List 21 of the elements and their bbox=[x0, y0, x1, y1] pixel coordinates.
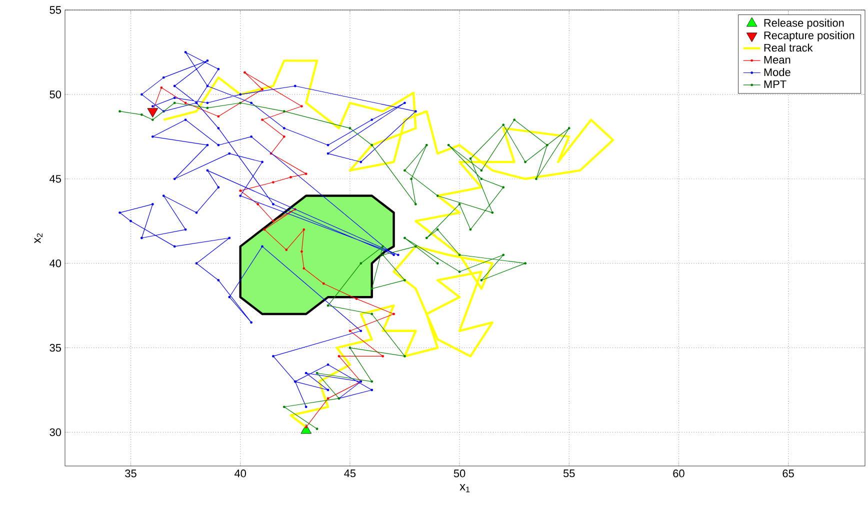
legend-label: MPT bbox=[764, 80, 786, 88]
y-tick-label: 55 bbox=[50, 6, 62, 14]
y-tick-label: 40 bbox=[50, 259, 62, 268]
x-tick-label: 50 bbox=[454, 470, 466, 478]
x-tick-label: 40 bbox=[234, 470, 246, 478]
y-tick-label: 50 bbox=[50, 90, 62, 98]
legend-label: Release position bbox=[764, 18, 844, 29]
x-tick-label: 60 bbox=[673, 470, 684, 478]
legend-label: Mean bbox=[764, 56, 790, 64]
x-tick-label: 35 bbox=[125, 470, 136, 478]
x-tick-label: 55 bbox=[563, 470, 575, 478]
x-tick-label: 45 bbox=[344, 470, 356, 478]
x-tick-label: 65 bbox=[782, 470, 794, 478]
legend-label: Recapture position bbox=[764, 31, 854, 42]
y-axis-title: x$_{2}$ bbox=[34, 233, 42, 244]
legend-label: Real track bbox=[764, 44, 813, 52]
y-tick-label: 35 bbox=[50, 344, 62, 352]
x-axis-title: x$_{1}$ bbox=[460, 484, 470, 492]
y-tick-label: 30 bbox=[50, 428, 62, 436]
y-tick-label: 45 bbox=[50, 175, 62, 183]
legend-label: Mode bbox=[764, 68, 790, 76]
